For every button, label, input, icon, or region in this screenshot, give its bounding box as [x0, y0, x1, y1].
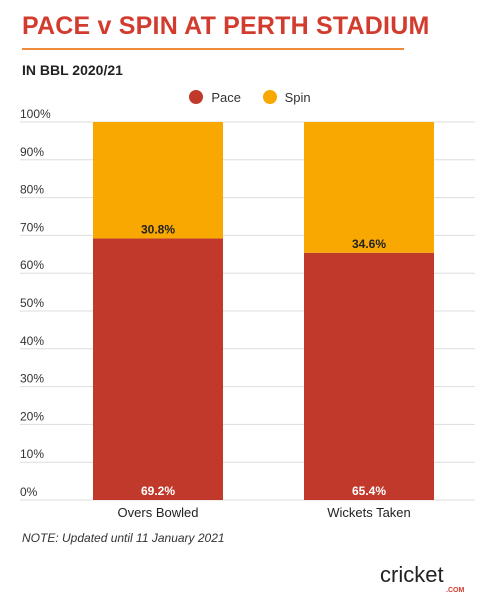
y-tick-label: 100% [20, 107, 51, 121]
legend: Pace Spin [0, 88, 500, 105]
y-tick-label: 50% [20, 296, 44, 310]
cricket-com-logo: cricket .COM [380, 562, 464, 594]
y-tick-label: 30% [20, 372, 44, 386]
chart-note: NOTE: Updated until 11 January 2021 [22, 531, 225, 545]
logo-wordmark: cricket [380, 562, 444, 587]
bar-segment-spin [93, 122, 223, 239]
bar-segment-spin [304, 122, 434, 253]
legend-label-spin: Spin [284, 89, 311, 105]
title-underline [22, 48, 404, 50]
legend-item-spin: Spin [262, 89, 311, 105]
chart-subtitle: IN BBL 2020/21 [22, 62, 123, 78]
logo-domain: .COM [446, 587, 464, 594]
legend-item-pace: Pace [189, 89, 241, 105]
x-tick-label: Wickets Taken [327, 505, 411, 520]
y-tick-label: 90% [20, 145, 44, 159]
bar-segment-pace [93, 238, 223, 500]
y-tick-label: 40% [20, 334, 44, 348]
x-tick-label: Overs Bowled [118, 505, 199, 520]
bar-segment-pace [304, 252, 434, 500]
legend-label-pace: Pace [211, 89, 241, 105]
y-tick-label: 60% [20, 258, 44, 272]
data-label-spin: 30.8% [141, 222, 175, 236]
y-tick-label: 0% [20, 485, 38, 499]
legend-swatch-spin [262, 90, 277, 105]
y-tick-label: 70% [20, 220, 44, 234]
y-tick-label: 20% [20, 409, 44, 423]
legend-swatch-pace [189, 90, 204, 105]
y-tick-label: 80% [20, 183, 44, 197]
chart-title: PACE v SPIN AT PERTH STADIUM [22, 12, 430, 40]
y-tick-label: 10% [20, 447, 44, 461]
data-label-pace: 65.4% [352, 484, 386, 498]
data-label-spin: 34.6% [352, 237, 386, 251]
data-label-pace: 69.2% [141, 484, 175, 498]
